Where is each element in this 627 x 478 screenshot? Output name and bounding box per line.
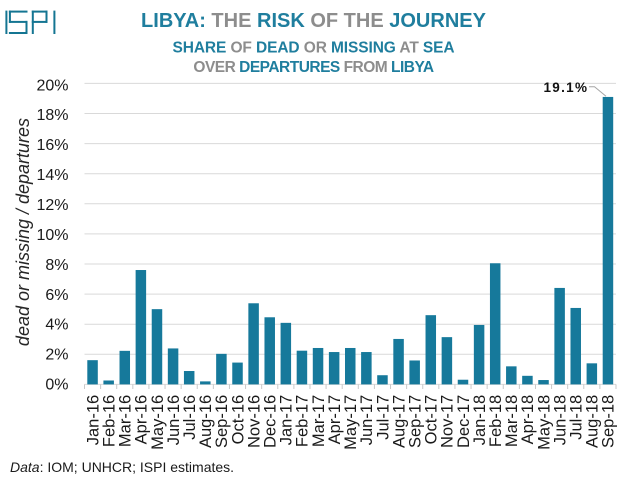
svg-text:Dec-17: Dec-17 bbox=[455, 395, 473, 448]
svg-text:May-17: May-17 bbox=[342, 395, 360, 450]
svg-text:Jan-18: Jan-18 bbox=[471, 395, 489, 445]
svg-text:Jun-18: Jun-18 bbox=[551, 395, 569, 445]
svg-text:Jan-16: Jan-16 bbox=[84, 395, 102, 445]
svg-text:OVER DEPARTURES FROM LIBYA: OVER DEPARTURES FROM LIBYA bbox=[193, 59, 434, 76]
svg-text:Jun-16: Jun-16 bbox=[165, 395, 183, 445]
svg-text:Feb-18: Feb-18 bbox=[487, 395, 505, 447]
svg-text:dead or missing / departures: dead or missing / departures bbox=[13, 118, 33, 346]
svg-text:16%: 16% bbox=[36, 137, 68, 154]
svg-text:Apr-17: Apr-17 bbox=[326, 395, 344, 445]
svg-text:6%: 6% bbox=[45, 287, 68, 304]
svg-text:Data: IOM; UNHCR; ISPI estimat: Data: IOM; UNHCR; ISPI estimates. bbox=[10, 459, 234, 475]
svg-text:8%: 8% bbox=[45, 257, 68, 274]
svg-text:20%: 20% bbox=[36, 77, 68, 94]
svg-text:May-18: May-18 bbox=[535, 395, 553, 450]
svg-text:12%: 12% bbox=[36, 197, 68, 214]
svg-text:0%: 0% bbox=[45, 377, 68, 394]
svg-text:SHARE OF DEAD OR MISSING AT SE: SHARE OF DEAD OR MISSING AT SEA bbox=[172, 40, 454, 57]
svg-text:2%: 2% bbox=[45, 347, 68, 364]
svg-text:Oct-17: Oct-17 bbox=[423, 395, 441, 445]
svg-text:Jul-16: Jul-16 bbox=[181, 395, 199, 440]
svg-text:4%: 4% bbox=[45, 317, 68, 334]
svg-text:Oct-16: Oct-16 bbox=[229, 395, 247, 445]
svg-text:Mar-16: Mar-16 bbox=[117, 395, 135, 447]
svg-text:Apr-18: Apr-18 bbox=[519, 395, 537, 445]
svg-text:Aug-18: Aug-18 bbox=[584, 395, 602, 448]
svg-text:Sep-16: Sep-16 bbox=[213, 395, 231, 448]
svg-text:Jan-17: Jan-17 bbox=[278, 395, 296, 445]
svg-text:Apr-16: Apr-16 bbox=[133, 395, 151, 445]
svg-text:Nov-16: Nov-16 bbox=[245, 395, 263, 448]
svg-text:19.1%: 19.1% bbox=[544, 80, 589, 95]
svg-text:Mar-18: Mar-18 bbox=[503, 395, 521, 447]
svg-text:May-16: May-16 bbox=[149, 395, 167, 450]
svg-text:Feb-16: Feb-16 bbox=[100, 395, 118, 447]
svg-text:Aug-16: Aug-16 bbox=[197, 395, 215, 448]
svg-text:LIBYA: THE RISK OF THE JOURNEY: LIBYA: THE RISK OF THE JOURNEY bbox=[141, 10, 487, 32]
svg-text:Sep-17: Sep-17 bbox=[406, 395, 424, 448]
svg-text:18%: 18% bbox=[36, 107, 68, 124]
svg-text:10%: 10% bbox=[36, 227, 68, 244]
svg-text:Nov-17: Nov-17 bbox=[439, 395, 457, 448]
svg-text:Sep-18: Sep-18 bbox=[600, 395, 618, 448]
svg-text:Jul-17: Jul-17 bbox=[374, 395, 392, 440]
svg-text:Mar-17: Mar-17 bbox=[310, 395, 328, 447]
svg-text:Jul-18: Jul-18 bbox=[568, 395, 586, 440]
svg-text:Feb-17: Feb-17 bbox=[294, 395, 312, 447]
svg-text:Dec-16: Dec-16 bbox=[262, 395, 280, 448]
svg-text:Jun-17: Jun-17 bbox=[358, 395, 376, 445]
svg-text:Aug-17: Aug-17 bbox=[390, 395, 408, 448]
svg-text:14%: 14% bbox=[36, 167, 68, 184]
